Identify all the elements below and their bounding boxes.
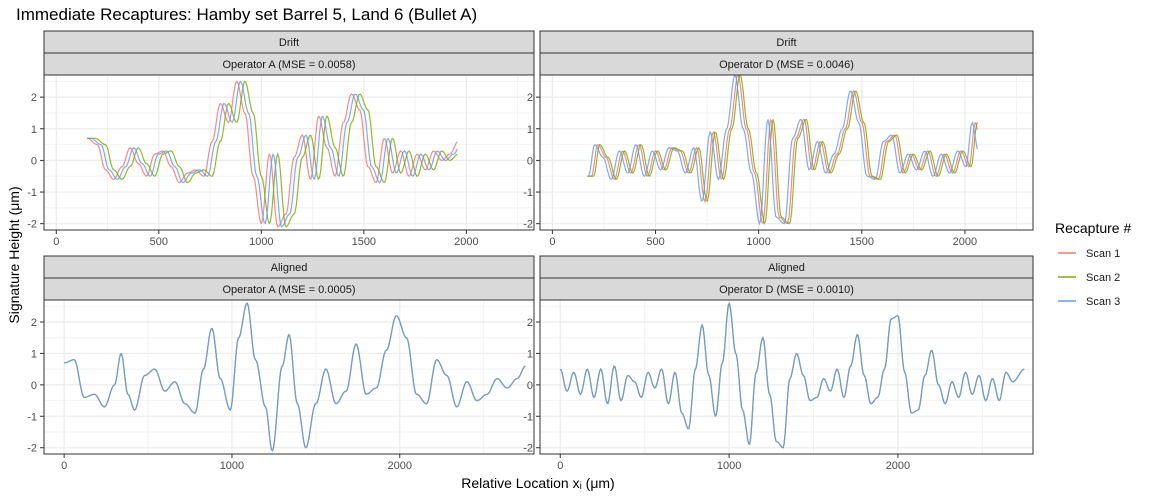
y-tick-label: -1: [27, 187, 37, 199]
plot-area: [44, 75, 534, 230]
x-tick-label: 0: [61, 460, 67, 472]
legend-label-scan-2: Scan 2: [1086, 272, 1120, 284]
series-line-scan-3: [559, 302, 1025, 449]
y-tick-label: -1: [523, 187, 533, 199]
y-tick-label: 2: [31, 92, 37, 104]
y-tick-label: -2: [27, 219, 37, 231]
x-tick-label: 2000: [454, 236, 478, 248]
y-tick-label: -2: [523, 443, 533, 455]
panel-border: [539, 299, 1034, 455]
y-tick-label: 1: [31, 124, 37, 136]
facet-strip-row-label: Drift: [776, 37, 796, 49]
y-tick-label: 0: [31, 155, 37, 167]
x-tick-label: 2000: [953, 236, 977, 248]
series-line-scan-3: [87, 80, 458, 228]
y-tick-label: 1: [527, 124, 533, 136]
y-tick-label: 0: [527, 380, 533, 392]
legend-label-scan-1: Scan 1: [1086, 248, 1120, 260]
x-tick-label: 1000: [717, 460, 741, 472]
legend-label-scan-3: Scan 3: [1086, 296, 1120, 308]
series-line-scan-2: [87, 80, 458, 228]
x-tick-label: 1000: [746, 236, 770, 248]
facet-panel: Drift Operator D (MSE = 0.0046) 0 500 1000 15…: [523, 30, 1034, 248]
y-tick-label: -1: [523, 411, 533, 423]
legend: Scan 1 Scan 2 Scan 3: [1058, 248, 1120, 308]
facet-strip-col-label: Operator A (MSE = 0.0005): [223, 284, 356, 296]
y-tick-label: -2: [27, 443, 37, 455]
y-tick-label: 2: [527, 92, 533, 104]
x-tick-label: 0: [549, 236, 555, 248]
legend-title: Recapture #: [1055, 220, 1131, 236]
x-tick-label: 500: [150, 236, 168, 248]
series-line-scan-1: [87, 80, 458, 228]
y-tick-label: 2: [31, 317, 37, 329]
plot-area: [540, 300, 1033, 454]
plot-area: [44, 300, 534, 454]
y-tick-label: 0: [527, 155, 533, 167]
x-tick-label: 2000: [886, 460, 910, 472]
y-tick-label: 0: [31, 380, 37, 392]
x-tick-label: 500: [646, 236, 664, 248]
facet-strip-col-label: Operator D (MSE = 0.0046): [719, 59, 854, 71]
x-tick-label: 1500: [352, 236, 376, 248]
x-tick-label: 0: [557, 460, 563, 472]
series-line-scan-3: [64, 302, 526, 452]
series-line-scan-2: [587, 74, 978, 225]
facet-panel: Aligned Operator D (MSE = 0.0010) 0 1000 200…: [523, 255, 1034, 472]
y-tick-label: 1: [527, 348, 533, 360]
y-tick-label: 1: [31, 348, 37, 360]
facet-strip-col-label: Operator D (MSE = 0.0010): [719, 284, 854, 296]
panel-border: [43, 74, 535, 231]
facet-strip-row-label: Drift: [279, 37, 299, 49]
y-tick-label: -2: [523, 219, 533, 231]
y-tick-label: 2: [527, 317, 533, 329]
facet-strip-row-label: Aligned: [271, 262, 308, 274]
x-tick-label: 2000: [388, 460, 412, 472]
x-tick-label: 1500: [850, 236, 874, 248]
series-line-scan-3: [587, 73, 978, 226]
x-axis-title: Relative Location xᵢ (μm): [461, 475, 614, 491]
facet-panel: Drift Operator A (MSE = 0.0058) 0 500 1000 15…: [27, 30, 535, 248]
chart-title: Immediate Recaptures: Hamby set Barrel 5…: [16, 5, 477, 24]
panel-border: [43, 299, 535, 455]
x-tick-label: 0: [53, 236, 59, 248]
facet-strip-col-label: Operator A (MSE = 0.0058): [223, 59, 356, 71]
panel-border: [539, 74, 1034, 231]
x-tick-label: 1000: [249, 236, 273, 248]
y-axis-title: Signature Height (μm): [6, 186, 22, 323]
y-tick-label: -1: [27, 411, 37, 423]
facet-strip-row-label: Aligned: [768, 262, 805, 274]
x-tick-label: 1000: [220, 460, 244, 472]
